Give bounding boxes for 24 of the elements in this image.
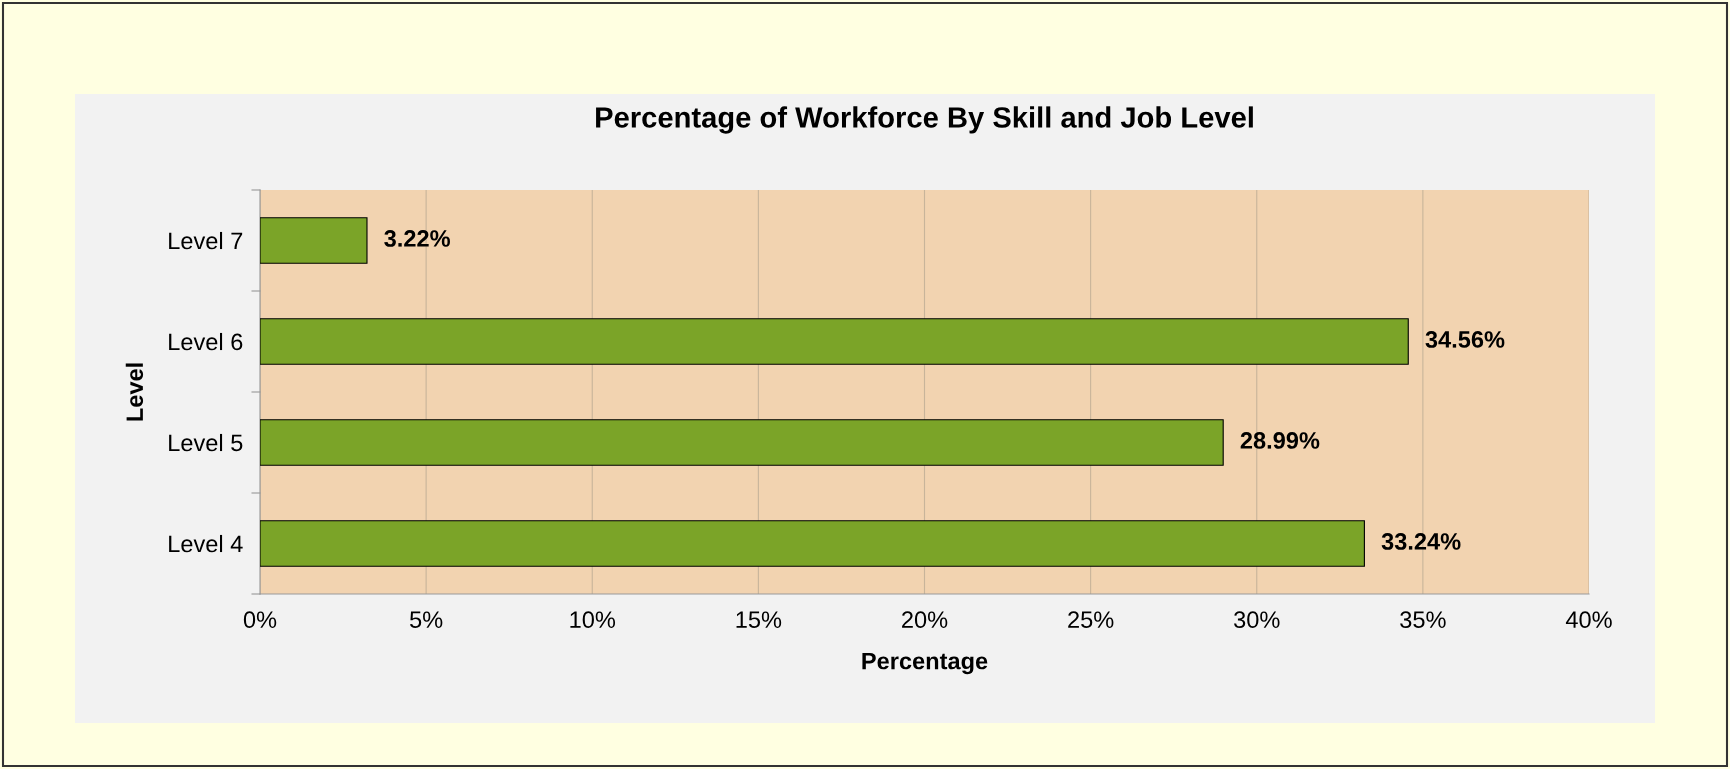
data-label: 33.24% xyxy=(1381,533,1461,550)
bar xyxy=(260,318,1409,365)
data-label: 28.99% xyxy=(1240,432,1320,449)
x-tick-label: 15% xyxy=(736,611,782,629)
x-tick-label: 40% xyxy=(1565,611,1612,629)
data-label: 34.56% xyxy=(1425,331,1505,348)
y-tick-label: Level 5 xyxy=(169,433,243,452)
x-tick-label: 35% xyxy=(1400,611,1446,629)
y-tick-label: Level 6 xyxy=(169,332,243,351)
y-tick-label: Level 4 xyxy=(169,534,243,553)
chart-title: Percentage of Workforce By Skill and Job Level xyxy=(596,106,1253,134)
y-tick-label: Level 7 xyxy=(169,231,243,250)
x-tick-label: 30% xyxy=(1234,611,1280,629)
x-tick-label: 0% xyxy=(243,611,277,629)
x-tick-label: 5% xyxy=(410,611,443,629)
x-axis-title: Percentage xyxy=(862,652,988,675)
bar xyxy=(260,419,1224,466)
x-tick-label: 10% xyxy=(570,611,616,629)
x-tick-label: 20% xyxy=(902,611,948,629)
bar xyxy=(260,217,368,264)
data-label: 3.22% xyxy=(384,230,450,247)
bar xyxy=(260,520,1365,567)
x-tick-label: 25% xyxy=(1068,611,1114,629)
y-axis-title: Level xyxy=(125,363,144,421)
